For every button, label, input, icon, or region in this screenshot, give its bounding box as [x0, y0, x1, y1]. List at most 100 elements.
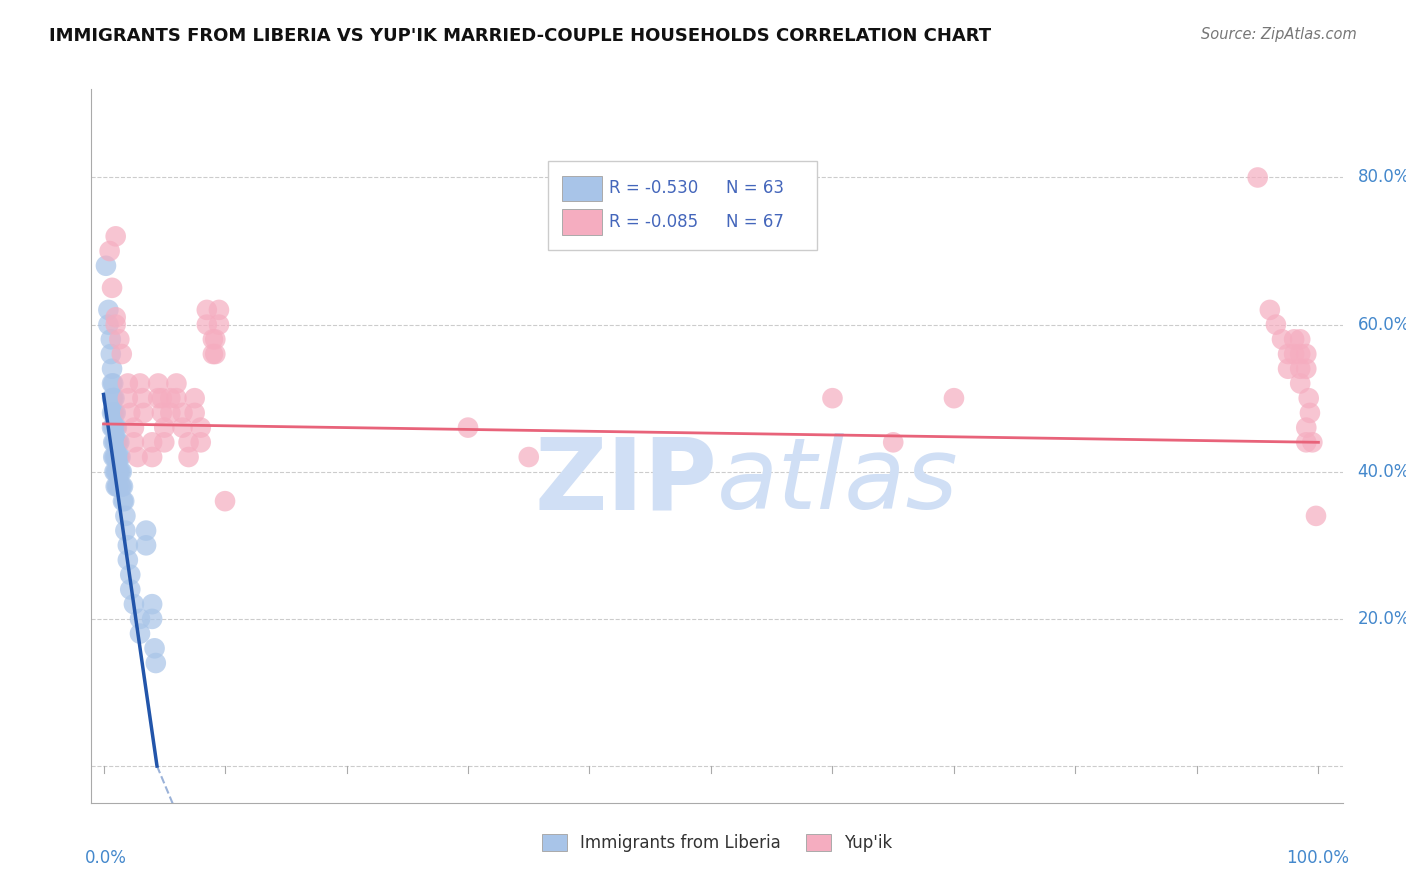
Point: [1247, 170, 1270, 185]
Point: [103, 391, 125, 405]
Point: [104, 310, 127, 325]
Point: [204, 347, 226, 361]
Point: [165, 391, 187, 405]
Point: [1295, 435, 1317, 450]
Point: [103, 420, 125, 434]
Point: [104, 229, 127, 244]
Point: [104, 420, 127, 434]
Point: [103, 406, 125, 420]
Point: [208, 302, 231, 317]
Point: [1282, 332, 1305, 346]
Point: [107, 450, 129, 464]
Text: 20.0%: 20.0%: [1358, 610, 1406, 628]
Point: [177, 450, 200, 464]
Point: [141, 450, 163, 464]
Point: [135, 538, 157, 552]
Text: IMMIGRANTS FROM LIBERIA VS YUP'IK MARRIED-COUPLE HOUSEHOLDS CORRELATION CHART: IMMIGRANTS FROM LIBERIA VS YUP'IK MARRIE…: [49, 27, 991, 45]
Point: [131, 391, 153, 405]
Point: [103, 406, 125, 420]
Point: [129, 376, 152, 391]
Text: N = 67: N = 67: [725, 213, 783, 231]
Point: [103, 450, 125, 464]
Text: R = -0.530: R = -0.530: [609, 179, 699, 197]
FancyBboxPatch shape: [562, 176, 602, 202]
Point: [105, 450, 128, 464]
Point: [103, 391, 125, 405]
Point: [103, 435, 125, 450]
Point: [101, 420, 124, 434]
Point: [117, 376, 139, 391]
Point: [101, 281, 124, 295]
Point: [1271, 332, 1294, 346]
Point: [127, 450, 149, 464]
Point: [1289, 361, 1312, 376]
Point: [103, 465, 125, 479]
Point: [942, 391, 965, 405]
Point: [517, 450, 540, 464]
Point: [111, 494, 134, 508]
Point: [821, 391, 844, 405]
Point: [94, 259, 117, 273]
Point: [104, 435, 127, 450]
Point: [104, 479, 127, 493]
Point: [172, 420, 194, 434]
Point: [105, 465, 128, 479]
Point: [107, 465, 129, 479]
Text: 100.0%: 100.0%: [1286, 849, 1348, 867]
Point: [190, 435, 212, 450]
Point: [107, 479, 129, 493]
Point: [1277, 361, 1299, 376]
Point: [153, 435, 176, 450]
Point: [1299, 406, 1322, 420]
Point: [135, 524, 157, 538]
Point: [177, 435, 200, 450]
Point: [129, 626, 152, 640]
FancyBboxPatch shape: [562, 209, 602, 235]
Point: [457, 420, 479, 434]
Point: [148, 391, 170, 405]
Point: [1295, 420, 1317, 434]
Point: [108, 435, 131, 450]
Point: [104, 318, 127, 332]
Point: [204, 332, 226, 346]
Point: [108, 332, 131, 346]
Point: [1277, 347, 1299, 361]
Point: [103, 420, 125, 434]
Point: [159, 391, 181, 405]
Point: [120, 406, 142, 420]
Point: [1289, 347, 1312, 361]
Text: R = -0.085: R = -0.085: [609, 213, 699, 231]
Point: [183, 391, 205, 405]
Point: [141, 597, 163, 611]
FancyBboxPatch shape: [548, 161, 817, 250]
Point: [97, 302, 120, 317]
Point: [132, 406, 155, 420]
Point: [141, 435, 163, 450]
Point: [108, 465, 131, 479]
Point: [143, 641, 166, 656]
Point: [208, 318, 231, 332]
Point: [107, 435, 129, 450]
Point: [110, 479, 132, 493]
Point: [120, 567, 142, 582]
Point: [111, 479, 134, 493]
Point: [112, 494, 135, 508]
Point: [105, 420, 128, 434]
Text: 40.0%: 40.0%: [1358, 463, 1406, 481]
Point: [882, 435, 904, 450]
Point: [101, 376, 124, 391]
Point: [101, 391, 124, 405]
Point: [108, 450, 131, 464]
Point: [190, 420, 212, 434]
Point: [122, 597, 145, 611]
Point: [104, 465, 127, 479]
Point: [1289, 376, 1312, 391]
Point: [103, 376, 125, 391]
Text: ZIP: ZIP: [534, 434, 717, 530]
Text: N = 63: N = 63: [725, 179, 783, 197]
Point: [114, 524, 136, 538]
Legend: Immigrants from Liberia, Yup'ik: Immigrants from Liberia, Yup'ik: [536, 827, 898, 859]
Point: [159, 406, 181, 420]
Point: [183, 406, 205, 420]
Point: [1264, 318, 1286, 332]
